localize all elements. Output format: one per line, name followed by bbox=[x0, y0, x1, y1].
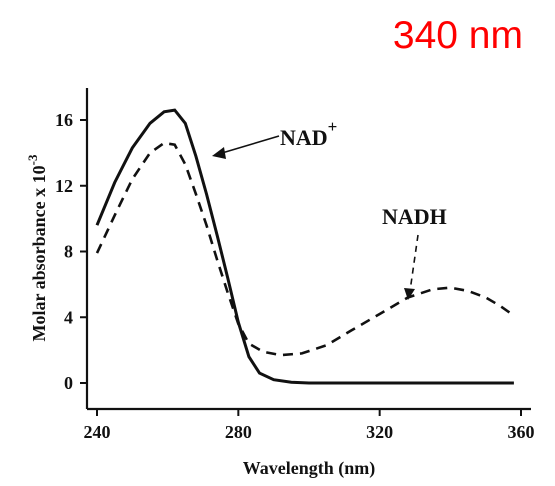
x-tick-label-280: 280 bbox=[225, 422, 252, 442]
nad-series-label: NAD+ bbox=[280, 117, 337, 150]
nadh-pointer-line bbox=[409, 234, 419, 292]
y-tick-label-12: 12 bbox=[55, 176, 73, 196]
nadh-pointer-head bbox=[404, 288, 415, 300]
nadh-series-label: NADH bbox=[382, 204, 447, 229]
y-tick-label-8: 8 bbox=[64, 242, 73, 262]
wavelength-annotation: 340 nm bbox=[393, 14, 523, 57]
nad-pointer-line bbox=[221, 135, 280, 154]
y-tick-label-0: 0 bbox=[64, 373, 73, 393]
y-axis-title-exponent: -3 bbox=[25, 154, 40, 165]
tick-labels: 240 280 320 360 0 4 8 12 16 bbox=[55, 110, 535, 442]
x-tick-label-320: 320 bbox=[366, 422, 393, 442]
y-tick-label-16: 16 bbox=[55, 110, 73, 130]
x-tick-label-240: 240 bbox=[84, 422, 111, 442]
y-tick-label-4: 4 bbox=[64, 307, 73, 327]
x-tick-label-360: 360 bbox=[508, 422, 535, 442]
nadh-series-line bbox=[95, 141, 515, 357]
nad-pointer-head bbox=[212, 147, 226, 159]
y-axis-title-main: Molar absorbance x 10 bbox=[29, 165, 49, 341]
nad-series-line bbox=[95, 108, 514, 385]
x-axis-title: Wavelength (nm) bbox=[243, 458, 376, 479]
nad-label-superscript: + bbox=[328, 117, 338, 136]
ticks bbox=[80, 119, 522, 416]
nad-label-text: NAD bbox=[280, 125, 328, 150]
series-labels: NAD+ NADH bbox=[212, 117, 447, 300]
axes bbox=[85, 88, 531, 411]
series-group bbox=[95, 108, 515, 385]
y-axis-title: Molar absorbance x 10-3 bbox=[25, 154, 49, 342]
